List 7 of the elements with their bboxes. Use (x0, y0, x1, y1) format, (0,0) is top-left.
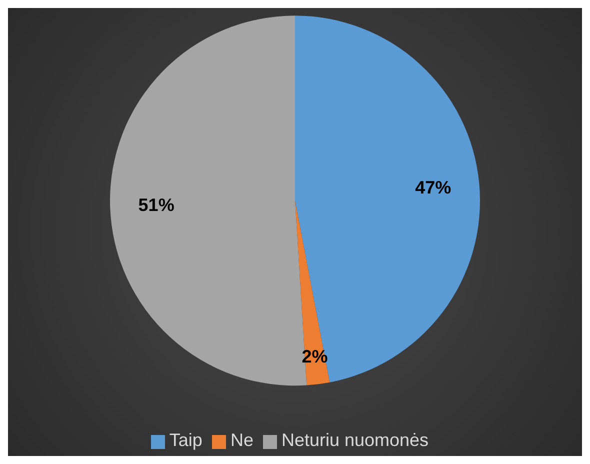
legend-label: Taip (169, 430, 202, 450)
data-label: 51% (138, 195, 174, 216)
legend-label: Neturiu nuomonės (281, 430, 429, 450)
pie-slice (295, 16, 480, 382)
legend-label: Ne (230, 430, 254, 450)
data-label: 47% (415, 178, 452, 198)
pie-slice (295, 200, 330, 386)
